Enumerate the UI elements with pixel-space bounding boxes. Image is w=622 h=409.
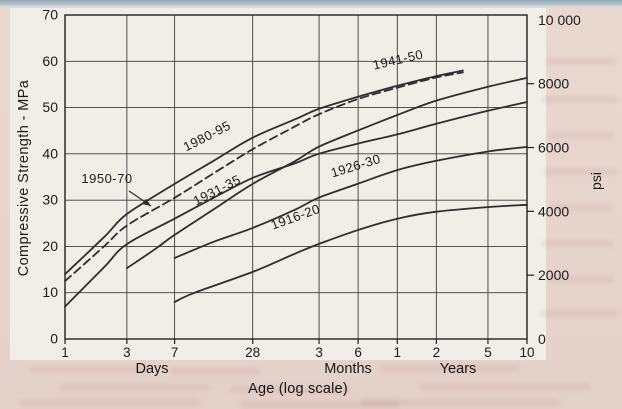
curve-1980-95	[64, 69, 464, 276]
x-tick-label: 1	[394, 345, 402, 360]
ink-bleed-smudge	[360, 399, 560, 406]
y-tick-label-mpa: 50	[42, 99, 58, 115]
y-axis-title-mpa: Compressive Strength - MPa	[16, 79, 32, 277]
y-tick-label-psi: 10 000	[538, 12, 581, 28]
x-tick-label: 5	[484, 345, 492, 360]
x-axis-title: Age (log scale)	[248, 381, 348, 397]
callout-arrowhead-icon	[142, 198, 151, 206]
y-tick-label-mpa: 10	[42, 284, 58, 300]
x-tick-label: 3	[123, 345, 131, 360]
y-tick-label-mpa: 0	[50, 331, 58, 347]
y-tick-label-mpa: 70	[42, 7, 58, 23]
ink-bleed-smudge	[30, 366, 150, 373]
y-tick-label-mpa: 40	[42, 145, 58, 161]
x-tick-label: 6	[354, 345, 362, 360]
ink-bleed-smudge	[20, 399, 200, 406]
ink-bleed-smudge	[546, 276, 614, 283]
y-tick-label-psi: 2000	[538, 267, 569, 283]
ink-bleed-smudge	[550, 204, 612, 211]
x-axis-group-days: Days	[135, 361, 169, 377]
ink-bleed-smudge	[544, 168, 618, 175]
curve-1926-30	[173, 146, 528, 259]
curve-1941-50	[126, 77, 528, 270]
ink-bleed-smudge	[420, 383, 590, 390]
curve-label-1941-50: 1941-50	[371, 47, 424, 73]
x-tick-label: 28	[245, 345, 260, 360]
y-tick-label-mpa: 60	[42, 53, 58, 69]
curve-label-1916-20: 1916-20	[269, 201, 322, 233]
ink-bleed-smudge	[540, 310, 618, 317]
curve-1931-35	[64, 101, 528, 308]
ink-bleed-smudge	[548, 132, 614, 139]
x-axis-group-months: Months	[324, 361, 372, 377]
figure-paper	[10, 8, 546, 360]
curve-label-1926-30: 1926-30	[329, 151, 382, 180]
y-tick-label-mpa: 20	[42, 238, 58, 254]
y-axis-title-psi: psi	[588, 172, 604, 190]
ink-bleed-smudge	[542, 240, 614, 247]
x-axis-group-years: Years	[439, 361, 477, 377]
curve-label-1931-35: 1931-35	[191, 172, 243, 209]
page-scan-band	[0, 0, 622, 7]
y-tick-label-mpa: 30	[42, 192, 58, 208]
curve-1916-20	[173, 203, 528, 303]
curve-label-1980-95: 1980-95	[181, 118, 233, 155]
ink-bleed-smudge	[546, 58, 616, 65]
plot-frame	[64, 14, 528, 340]
curve-1950-70	[64, 71, 464, 282]
ink-bleed-smudge	[230, 386, 350, 393]
curve-label-1950-70: 1950-70	[81, 171, 132, 186]
x-tick-label: 2	[433, 345, 441, 360]
x-tick-label: 10	[519, 345, 534, 360]
ink-bleed-smudge	[380, 365, 520, 372]
ink-bleed-smudge	[542, 96, 618, 103]
ink-bleed-smudge	[240, 401, 400, 408]
x-tick-label: 7	[171, 345, 179, 360]
x-tick-label: 3	[315, 345, 323, 360]
ink-bleed-smudge	[60, 384, 210, 391]
ink-bleed-smudge	[170, 368, 260, 375]
y-tick-label-psi: 6000	[538, 140, 569, 156]
y-tick-label-psi: 4000	[538, 203, 569, 219]
y-tick-label-psi: 0	[538, 331, 546, 347]
y-tick-label-psi: 8000	[538, 76, 569, 92]
x-tick-label: 1	[61, 345, 69, 360]
